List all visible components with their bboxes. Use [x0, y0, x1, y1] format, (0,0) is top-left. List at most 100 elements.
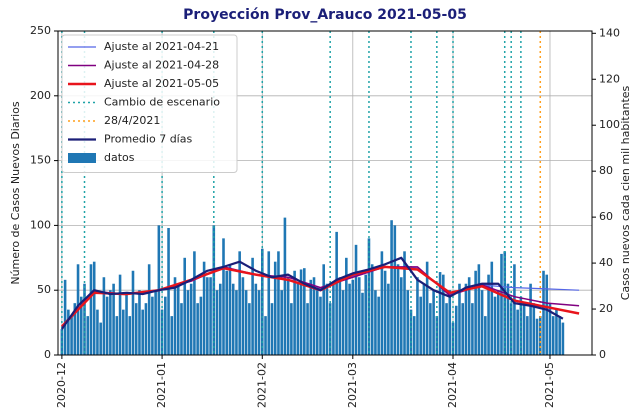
bar [99, 322, 102, 355]
bar [380, 251, 384, 355]
bar [73, 303, 77, 355]
bar [147, 264, 151, 355]
y2-tick-label: 120 [599, 72, 620, 85]
bar [202, 261, 206, 355]
bar [487, 274, 490, 355]
bar [493, 296, 497, 355]
x-tick-label: 2021-02 [255, 362, 268, 408]
bar [538, 316, 542, 355]
bar [551, 316, 555, 355]
bar [348, 283, 351, 355]
bar [180, 303, 183, 355]
bar [299, 269, 303, 355]
bar [406, 290, 410, 355]
bar [186, 290, 190, 355]
bar [296, 283, 300, 355]
bar [351, 279, 355, 355]
bar [458, 283, 461, 355]
bar [267, 251, 271, 355]
bar [467, 277, 471, 355]
bar [173, 277, 177, 355]
y-tick-label: 0 [44, 348, 51, 361]
plot-area [58, 31, 592, 355]
y2-tick-label: 60 [599, 210, 613, 223]
bar [193, 251, 196, 355]
legend-box [61, 34, 238, 173]
bar [144, 303, 148, 355]
chart-title: Proyección Prov_Arauco 2021-05-05 [183, 7, 467, 23]
bar [115, 316, 119, 355]
bar [212, 225, 216, 355]
bar [112, 283, 115, 355]
bar [118, 274, 122, 355]
bar [474, 270, 477, 355]
bar [170, 316, 174, 355]
bar [345, 257, 348, 355]
bar [338, 277, 342, 355]
bar [167, 227, 170, 355]
bar [325, 283, 329, 355]
bar [548, 303, 552, 355]
x-tick-label: 2021-04 [446, 362, 459, 408]
bar [257, 290, 261, 355]
bar [522, 303, 526, 355]
bar [412, 316, 416, 355]
bar [432, 290, 435, 355]
bar [377, 296, 380, 355]
bar [277, 251, 280, 355]
bar [370, 264, 374, 355]
bar [254, 283, 258, 355]
bar [176, 283, 180, 355]
bar [79, 296, 83, 355]
y-tick-label: 150 [30, 154, 51, 167]
bar [526, 316, 529, 355]
bar [241, 277, 245, 355]
bar [393, 225, 397, 355]
bar [545, 274, 549, 355]
bar [542, 270, 545, 355]
y-axis-label: Número de Casos Nuevos Diarios [9, 101, 22, 285]
bar [357, 277, 361, 355]
bar [96, 309, 99, 355]
bar [535, 318, 539, 355]
bar [312, 277, 316, 355]
x-tick-label: 2021-01 [155, 362, 168, 408]
bar [264, 316, 267, 355]
bar [134, 303, 138, 355]
bar [500, 253, 503, 355]
bar [309, 279, 313, 355]
bar [164, 296, 167, 355]
bar [105, 296, 109, 355]
y2-tick-label: 40 [599, 256, 613, 269]
bar [63, 279, 67, 355]
legend-label: 28/4/2021 [104, 114, 160, 127]
bar [206, 277, 209, 355]
bar [293, 270, 296, 355]
bar [387, 283, 390, 355]
bar [503, 251, 507, 355]
bar [273, 261, 277, 355]
bar [464, 283, 468, 355]
bar [516, 309, 519, 355]
bar [248, 303, 251, 355]
bar [513, 264, 516, 355]
y-tick-label: 200 [30, 89, 51, 102]
bar [209, 277, 212, 355]
bar [244, 290, 248, 355]
bar [280, 290, 283, 355]
bar [555, 309, 558, 355]
bar [238, 251, 241, 355]
bar [225, 270, 229, 355]
bar [251, 257, 254, 355]
bar [451, 322, 455, 355]
bar [506, 283, 510, 355]
bar [364, 274, 368, 355]
y-tick-label: 100 [30, 218, 51, 231]
bar [125, 292, 128, 355]
bar [383, 270, 387, 355]
legend-label: datos [104, 151, 135, 164]
bar [86, 316, 90, 355]
bar [228, 264, 232, 355]
bar [558, 316, 561, 355]
